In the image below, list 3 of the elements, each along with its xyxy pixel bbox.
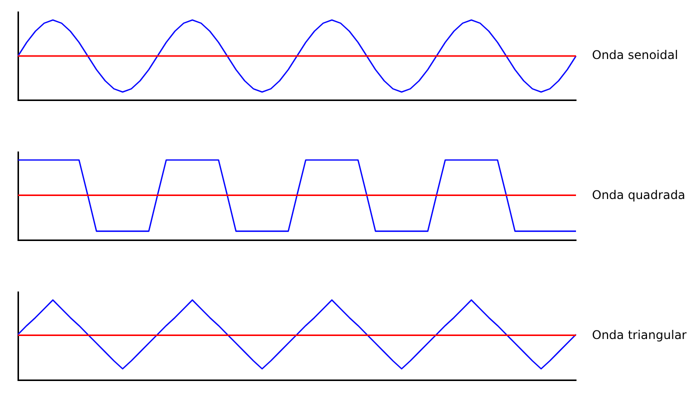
series-label: Onda senoidal [592, 48, 678, 62]
series-label: Onda triangular [592, 328, 687, 342]
text: Onda quadrada [592, 188, 686, 202]
